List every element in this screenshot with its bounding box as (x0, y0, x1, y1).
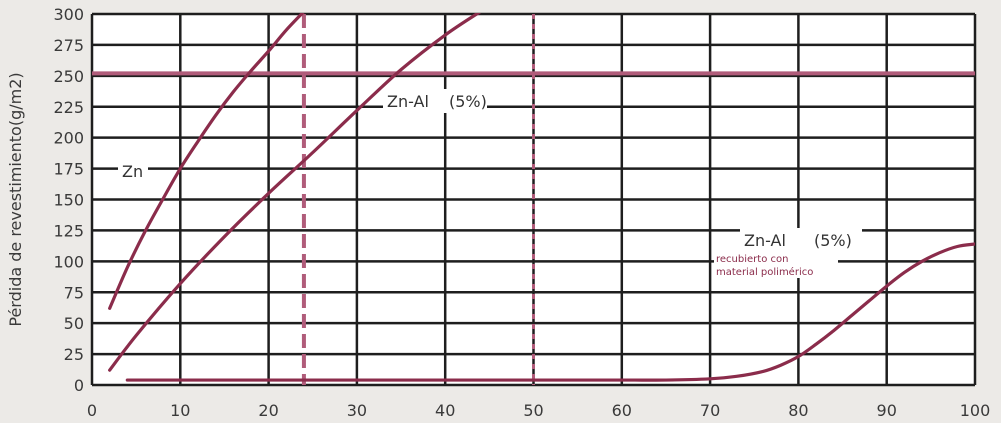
label-zn-al-coated: Zn-Al (744, 231, 786, 250)
x-tick-label: 0 (87, 401, 97, 420)
x-tick-label: 40 (435, 401, 455, 420)
x-tick-label: 100 (960, 401, 991, 420)
x-tick-label: 90 (877, 401, 897, 420)
series-line-zn (108, 13, 305, 310)
label-bg (118, 160, 148, 182)
label-bg (714, 251, 838, 278)
y-tick-label: 225 (53, 98, 84, 117)
x-tick-label: 70 (700, 401, 720, 420)
x-tick-label: 30 (347, 401, 367, 420)
y-tick-label: 275 (53, 36, 84, 55)
y-tick-label: 100 (53, 252, 84, 271)
y-tick-label: 200 (53, 129, 84, 148)
y-tick-label: 300 (53, 5, 84, 24)
x-tick-label: 80 (788, 401, 808, 420)
label-bg (383, 89, 487, 113)
series-line-zn-al (108, 13, 482, 372)
y-tick-label: 150 (53, 191, 84, 210)
label-zn-al-pct: (5%) (449, 92, 487, 111)
label-coated-note-1: recubierto con (716, 254, 788, 265)
label-zn-al-coated-pct: (5%) (814, 231, 852, 250)
label-zn-al: Zn-Al (387, 92, 429, 111)
x-tick-label: 20 (258, 401, 278, 420)
x-tick-label: 10 (170, 401, 190, 420)
y-axis-label: Pérdida de revestimiento(g/m2) (6, 72, 25, 326)
y-tick-label: 175 (53, 160, 84, 179)
label-zn: Zn (122, 162, 143, 181)
label-coated-note-2: material polimérico (716, 266, 813, 278)
series-line-zn-al-coated (125, 242, 975, 382)
y-tick-label: 250 (53, 67, 84, 86)
y-tick-label: 125 (53, 221, 84, 240)
x-tick-label: 60 (612, 401, 632, 420)
label-bg (740, 228, 862, 252)
y-tick-label: 25 (64, 345, 84, 364)
y-tick-label: 50 (64, 314, 84, 333)
x-tick-label: 50 (523, 401, 543, 420)
y-tick-label: 75 (64, 283, 84, 302)
y-tick-label: 0 (74, 376, 84, 395)
